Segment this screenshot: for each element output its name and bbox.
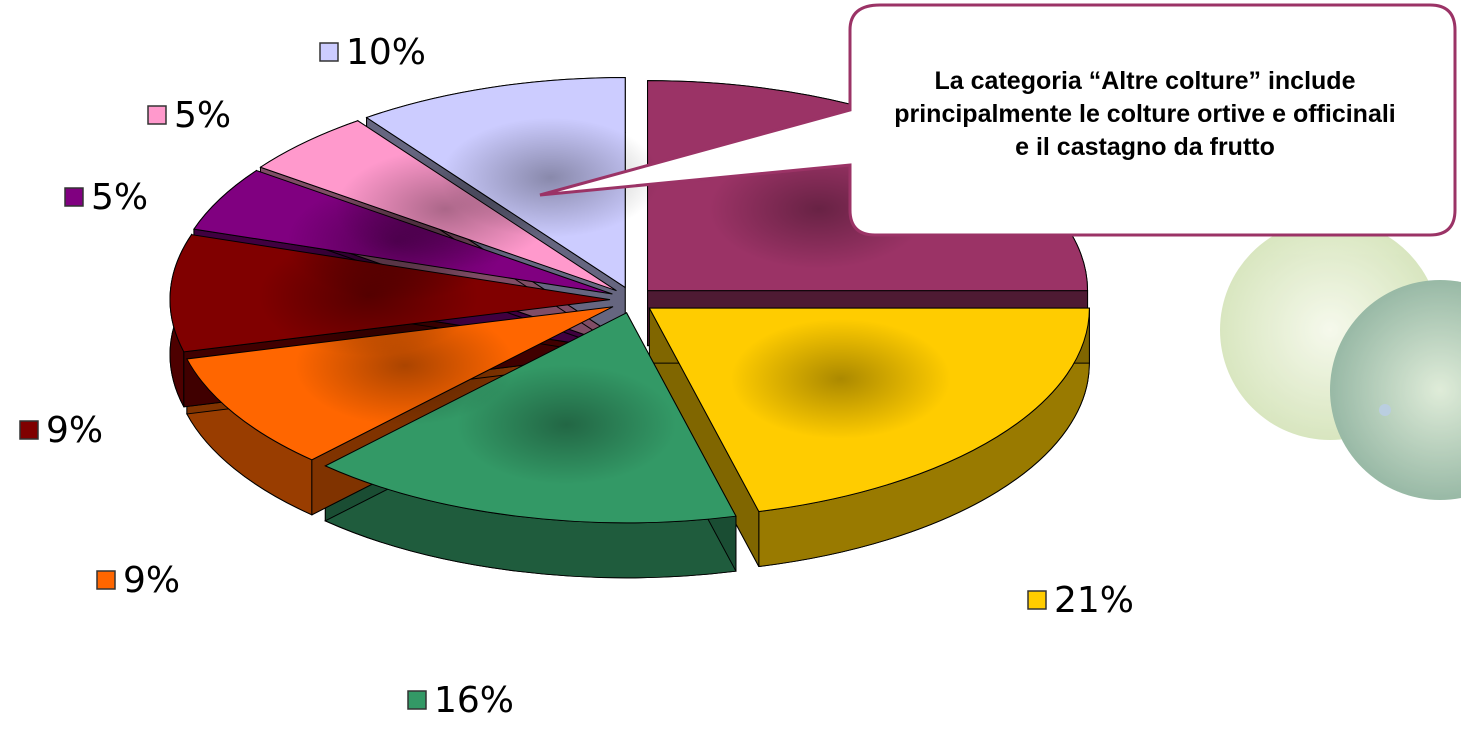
data-label: 9% xyxy=(46,410,103,451)
legend-marker xyxy=(319,42,339,62)
data-label: 21% xyxy=(1054,580,1134,621)
callout-box xyxy=(539,3,1457,237)
legend-marker xyxy=(19,420,39,440)
legend-marker xyxy=(64,187,84,207)
labels: 21% 16% 9% 9% 5% 5% 10% xyxy=(19,32,1134,721)
data-label: 16% xyxy=(434,680,514,721)
data-label: 9% xyxy=(123,560,180,601)
data-label: 5% xyxy=(174,95,231,136)
legend-marker xyxy=(407,690,427,710)
data-label: 10% xyxy=(346,32,426,73)
legend-marker xyxy=(1027,590,1047,610)
legend-marker xyxy=(147,105,167,125)
legend-marker xyxy=(96,570,116,590)
data-label: 5% xyxy=(91,177,148,218)
background-bubbles xyxy=(1220,220,1461,500)
annotation: La categoria “Altre colture” include pri… xyxy=(894,66,1396,161)
